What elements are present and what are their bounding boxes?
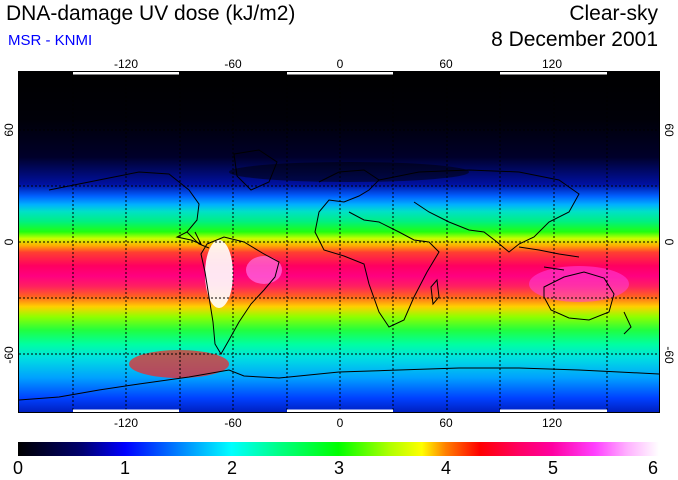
map-overlay — [19, 72, 659, 412]
lon-tick-bottom: -120 — [113, 416, 139, 430]
graticule — [19, 72, 659, 412]
lon-tick-top: -120 — [113, 57, 139, 71]
uv-dose-map — [18, 71, 660, 413]
lat-tick-right: 60 — [662, 123, 676, 137]
uv-maximum-patch — [205, 240, 233, 308]
color-scale-label: 6 — [647, 458, 659, 478]
color-scale-label: 0 — [12, 458, 24, 478]
lat-tick-right: -60 — [662, 346, 676, 364]
color-scale-label: 1 — [119, 458, 131, 478]
lon-tick-bottom: 120 — [541, 416, 563, 430]
uv-high-patch — [246, 256, 282, 284]
lon-tick-bottom: 0 — [336, 416, 344, 430]
lat-tick-left: 60 — [2, 123, 16, 137]
antarctic-high-patch — [129, 350, 229, 378]
frame-ticks — [73, 72, 607, 412]
color-scale-bar — [18, 442, 659, 456]
color-scale-label: 3 — [333, 458, 345, 478]
lon-tick-top: 60 — [439, 57, 453, 71]
map-title: DNA-damage UV dose (kJ/m2) — [6, 2, 296, 25]
lon-tick-top: -60 — [224, 57, 242, 71]
lat-tick-left: -60 — [2, 346, 16, 364]
lon-tick-bottom: 60 — [439, 416, 453, 430]
lat-tick-left: 0 — [2, 238, 16, 246]
lat-tick-right: 0 — [662, 238, 676, 246]
color-scale-label: 5 — [547, 458, 559, 478]
polar-night-patch — [229, 162, 469, 182]
color-scale-label: 4 — [440, 458, 452, 478]
coastlines — [19, 149, 659, 401]
lon-tick-top: 0 — [336, 57, 344, 71]
date-label: 8 December 2001 — [491, 28, 658, 51]
sky-condition-label: Clear-sky — [569, 2, 658, 25]
lon-tick-bottom: -60 — [224, 416, 242, 430]
color-scale-label: 2 — [226, 458, 238, 478]
lon-tick-top: 120 — [541, 57, 563, 71]
source-label: MSR - KNMI — [8, 32, 93, 49]
